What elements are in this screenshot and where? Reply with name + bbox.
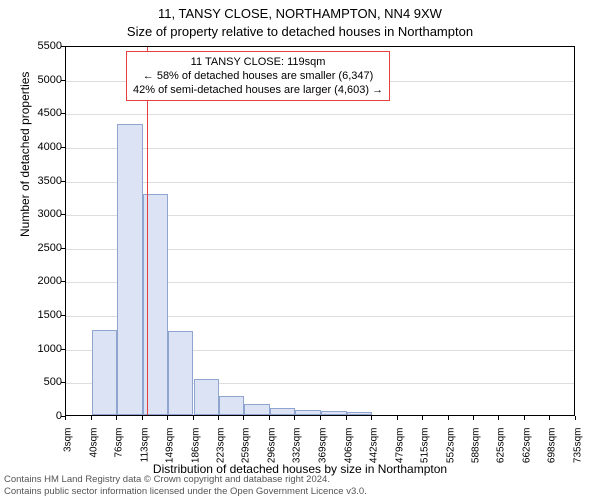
- x-tick-mark: [498, 416, 499, 420]
- x-tick-mark: [167, 416, 168, 420]
- x-tick-label: 113sqm: [139, 428, 150, 478]
- x-tick-label: 296sqm: [267, 428, 278, 478]
- x-tick-label: 698sqm: [547, 428, 558, 478]
- x-tick-label: 223sqm: [216, 428, 227, 478]
- histogram-bar: [194, 379, 220, 415]
- y-tick-label: 500: [27, 377, 62, 388]
- histogram-bar: [295, 410, 321, 415]
- x-tick-label: 259sqm: [241, 428, 252, 478]
- footer-line2: Contains public sector information licen…: [4, 486, 367, 498]
- histogram-bar: [244, 404, 270, 415]
- y-tick-label: 5000: [27, 75, 62, 86]
- x-tick-mark: [218, 416, 219, 420]
- x-tick-mark: [320, 416, 321, 420]
- x-tick-label: 406sqm: [343, 428, 354, 478]
- x-tick-mark: [116, 416, 117, 420]
- y-tick-label: 0: [27, 411, 62, 422]
- x-tick-label: 40sqm: [88, 428, 99, 478]
- footer-attribution: Contains HM Land Registry data © Crown c…: [4, 474, 367, 498]
- grid-line: [66, 114, 574, 115]
- x-tick-label: 625sqm: [496, 428, 507, 478]
- x-tick-label: 735sqm: [573, 428, 584, 478]
- histogram-bar: [219, 396, 244, 415]
- x-tick-mark: [65, 416, 66, 420]
- x-tick-mark: [473, 416, 474, 420]
- annotation-title: 11 TANSY CLOSE: 119sqm: [133, 55, 383, 69]
- x-tick-label: 332sqm: [292, 428, 303, 478]
- y-tick-label: 5500: [27, 41, 62, 52]
- x-tick-label: 662sqm: [522, 428, 533, 478]
- x-tick-mark: [448, 416, 449, 420]
- plot-area: 11 TANSY CLOSE: 119sqm← 58% of detached …: [65, 46, 575, 416]
- y-tick-label: 1000: [27, 344, 62, 355]
- chart-title-line2: Size of property relative to detached ho…: [0, 24, 600, 39]
- y-tick-label: 2000: [27, 276, 62, 287]
- y-tick-label: 3000: [27, 209, 62, 220]
- x-tick-label: 588sqm: [470, 428, 481, 478]
- histogram-bar: [321, 411, 347, 415]
- x-tick-label: 3sqm: [63, 428, 74, 478]
- y-tick-label: 4500: [27, 108, 62, 119]
- y-tick-label: 2500: [27, 243, 62, 254]
- histogram-bar: [270, 408, 295, 415]
- x-tick-mark: [371, 416, 372, 420]
- x-tick-mark: [193, 416, 194, 420]
- x-tick-mark: [422, 416, 423, 420]
- y-tick-label: 1500: [27, 310, 62, 321]
- annotation-box: 11 TANSY CLOSE: 119sqm← 58% of detached …: [126, 51, 390, 101]
- y-tick-label: 3500: [27, 176, 62, 187]
- y-tick-label: 4000: [27, 142, 62, 153]
- x-tick-label: 76sqm: [113, 428, 124, 478]
- x-tick-mark: [142, 416, 143, 420]
- x-tick-label: 552sqm: [445, 428, 456, 478]
- x-tick-mark: [346, 416, 347, 420]
- x-tick-mark: [243, 416, 244, 420]
- histogram-bar: [117, 124, 143, 415]
- x-tick-label: 515sqm: [419, 428, 430, 478]
- x-tick-mark: [91, 416, 92, 420]
- x-tick-label: 442sqm: [368, 428, 379, 478]
- chart-title-line1: 11, TANSY CLOSE, NORTHAMPTON, NN4 9XW: [0, 6, 600, 21]
- x-tick-label: 479sqm: [394, 428, 405, 478]
- annotation-smaller: ← 58% of detached houses are smaller (6,…: [133, 69, 383, 83]
- x-tick-mark: [549, 416, 550, 420]
- x-tick-label: 149sqm: [164, 428, 175, 478]
- footer-line1: Contains HM Land Registry data © Crown c…: [4, 474, 367, 486]
- x-tick-mark: [524, 416, 525, 420]
- x-tick-mark: [397, 416, 398, 420]
- property-marker-line: [147, 47, 148, 415]
- histogram-bar: [168, 331, 194, 415]
- x-tick-mark: [269, 416, 270, 420]
- x-tick-label: 186sqm: [190, 428, 201, 478]
- x-tick-label: 369sqm: [318, 428, 329, 478]
- x-tick-mark: [575, 416, 576, 420]
- histogram-bar: [347, 412, 372, 415]
- histogram-bar: [92, 330, 117, 415]
- annotation-larger: 42% of semi-detached houses are larger (…: [133, 83, 383, 97]
- x-tick-mark: [294, 416, 295, 420]
